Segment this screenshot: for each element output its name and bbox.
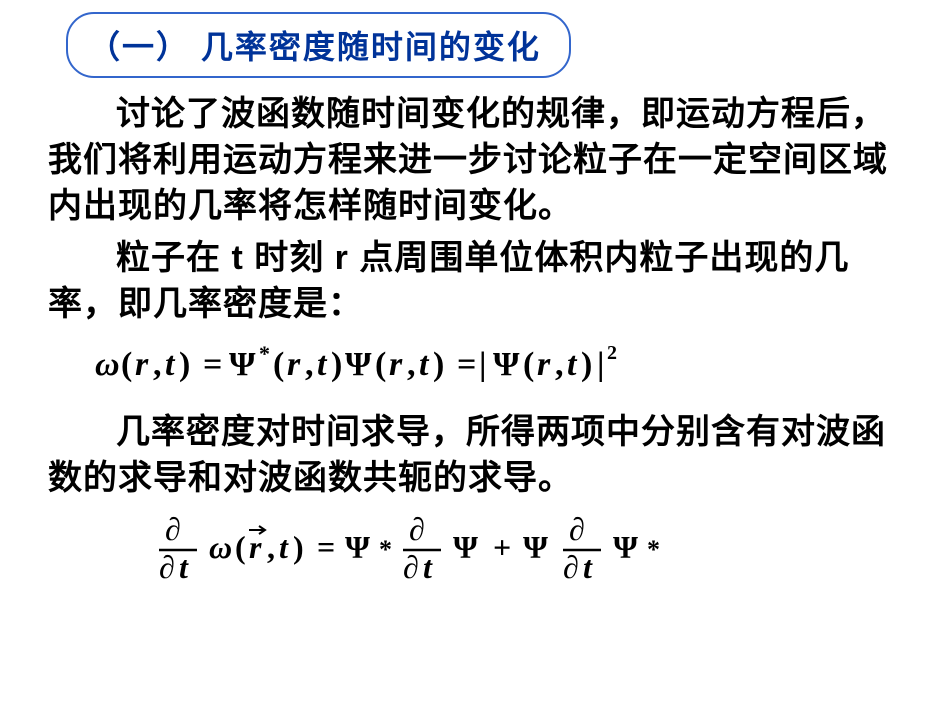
svg-text:∂: ∂ [563, 549, 579, 585]
svg-text:t: t [419, 346, 430, 383]
svg-text:+: + [493, 529, 511, 565]
paragraph-3: 几率密度对时间求导，所得两项中分别含有对波函数的求导和对波函数共轭的求导。 [48, 410, 902, 502]
svg-text:Ψ: Ψ [345, 529, 370, 565]
svg-text:Ψ: Ψ [453, 529, 478, 565]
svg-text:Ψ: Ψ [493, 346, 520, 383]
svg-text:∂: ∂ [159, 549, 175, 585]
svg-text:Ψ: Ψ [613, 529, 638, 565]
svg-text:): ) [433, 346, 444, 383]
section-heading-box: （一） 几率密度随时间的变化 [66, 12, 571, 78]
svg-text:*: * [379, 535, 392, 564]
svg-text:t: t [317, 346, 328, 383]
svg-text:*: * [259, 341, 270, 366]
equation-2-block: ∂ ∂ t ω ( r , t ) = Ψ * ∂ [48, 514, 902, 591]
svg-text:(: ( [375, 346, 386, 383]
equation-2: ∂ ∂ t ω ( r , t ) = Ψ * ∂ [155, 514, 795, 586]
svg-text:2: 2 [607, 342, 617, 364]
svg-text:,: , [555, 346, 564, 383]
svg-text:∂: ∂ [403, 549, 419, 585]
svg-text:r: r [537, 346, 551, 383]
svg-text:): ) [331, 346, 342, 383]
svg-text:=: = [457, 346, 476, 383]
paragraph-2: 粒子在 t 时刻 r 点周围单位体积内粒子出现的几率，即几率密度是： [48, 236, 902, 328]
svg-text:(: ( [523, 346, 534, 383]
svg-text:,: , [407, 346, 416, 383]
equation-1: ω ( r , t ) = Ψ * ( r , t ) Ψ ( r , t ) [95, 339, 855, 389]
svg-text:Ψ: Ψ [523, 529, 548, 565]
svg-text:r: r [135, 346, 149, 383]
svg-text:=: = [317, 529, 335, 565]
svg-text:*: * [647, 535, 660, 564]
svg-text:,: , [267, 529, 275, 565]
svg-text:∂: ∂ [165, 514, 181, 547]
svg-text:r: r [389, 346, 403, 383]
svg-text:t: t [423, 549, 433, 585]
svg-text:t: t [179, 549, 189, 585]
svg-text:|: | [479, 346, 487, 383]
section-heading: （一） 几率密度随时间的变化 [88, 29, 541, 65]
svg-text:Ψ: Ψ [345, 346, 372, 383]
svg-text:ω: ω [209, 529, 232, 565]
svg-text:∂: ∂ [569, 514, 585, 547]
svg-text:,: , [153, 346, 162, 383]
svg-text:=: = [203, 346, 222, 383]
svg-text:,: , [305, 346, 314, 383]
paragraph-1: 讨论了波函数随时间变化的规律，即运动方程后，我们将利用运动方程来进一步讨论粒子在… [48, 92, 902, 230]
svg-text:t: t [583, 549, 593, 585]
svg-text:∂: ∂ [409, 514, 425, 547]
svg-text:(: ( [235, 529, 246, 565]
svg-text:ω: ω [95, 346, 120, 383]
svg-text:t: t [567, 346, 578, 383]
svg-text:Ψ: Ψ [229, 346, 256, 383]
svg-text:|: | [597, 346, 605, 383]
svg-text:): ) [293, 529, 304, 565]
svg-text:): ) [179, 346, 190, 383]
svg-text:): ) [581, 346, 592, 383]
svg-text:t: t [165, 346, 176, 383]
svg-text:(: ( [121, 346, 132, 383]
svg-text:t: t [279, 529, 289, 565]
svg-text:(: ( [273, 346, 284, 383]
equation-1-block: ω ( r , t ) = Ψ * ( r , t ) Ψ ( r , t ) [48, 339, 902, 394]
svg-text:r: r [287, 346, 301, 383]
